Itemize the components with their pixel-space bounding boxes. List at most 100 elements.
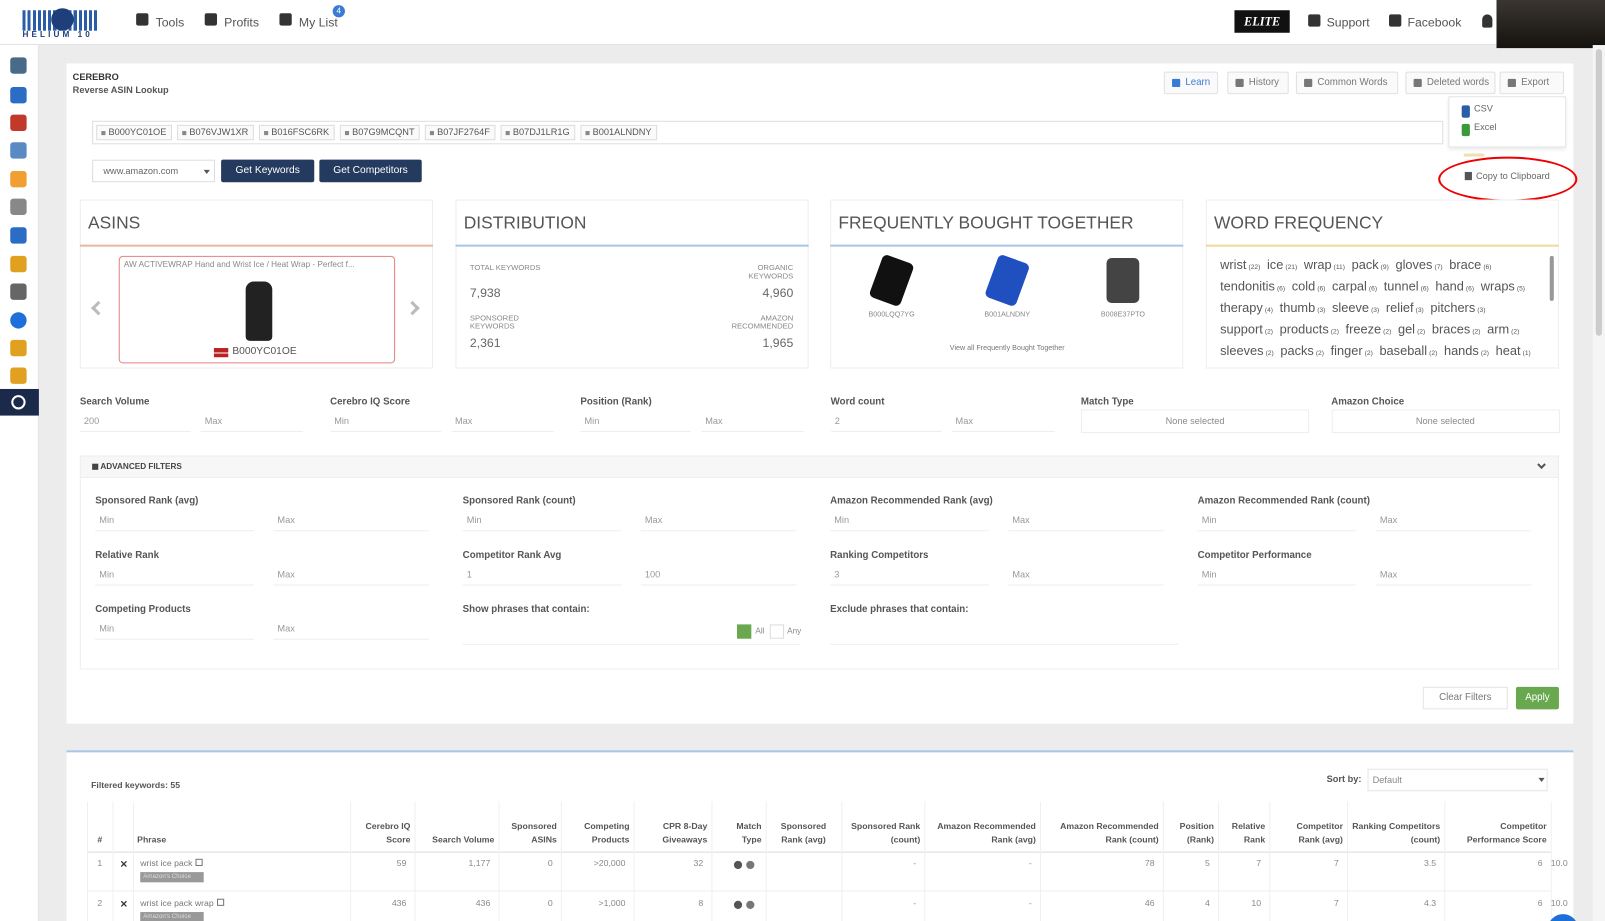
sidebar-icon[interactable] <box>10 227 27 244</box>
filter-input[interactable]: Min <box>462 509 622 532</box>
header-button[interactable]: Export <box>1499 71 1565 95</box>
phrase-input[interactable] <box>830 620 1179 645</box>
sidebar-icon[interactable] <box>10 114 27 132</box>
filter-input[interactable]: Min <box>1197 509 1357 532</box>
menu-item[interactable]: Excel <box>1473 121 1497 133</box>
filter-input[interactable]: 1 <box>462 563 622 586</box>
tag-x[interactable] <box>429 130 435 135</box>
sidebar-icon[interactable] <box>10 170 27 188</box>
sort-select[interactable]: Default <box>1367 768 1548 792</box>
asin-tag[interactable]: B07JF2764F <box>424 124 495 141</box>
apply-button[interactable]: Apply <box>1515 686 1559 710</box>
chat-bubble[interactable] <box>1547 914 1579 921</box>
filter-input[interactable]: Max <box>1008 509 1164 532</box>
filter-input[interactable]: Max <box>1375 563 1532 586</box>
nav-item[interactable]: Profits <box>224 15 259 30</box>
sidebar-icon[interactable] <box>10 283 27 300</box>
filter-select[interactable]: None selected <box>1331 409 1560 433</box>
primary-button[interactable]: Get Competitors <box>319 159 422 183</box>
asin-tag[interactable]: B076VJW1XR <box>177 124 254 141</box>
header-button[interactable]: History <box>1227 71 1289 95</box>
tag-x[interactable] <box>182 130 187 135</box>
nav-item[interactable]: My List <box>298 15 338 30</box>
filter-input[interactable]: Min <box>1197 563 1357 586</box>
sidebar-icon[interactable] <box>10 312 27 329</box>
sidebar-icon[interactable] <box>10 87 27 104</box>
fbt-asin[interactable]: B001ALNDNY <box>984 311 1031 319</box>
asin-tag[interactable]: B016FSC6RK <box>258 124 335 141</box>
sidebar-icon[interactable] <box>10 198 27 215</box>
nav-link[interactable]: Facebook <box>1407 15 1462 30</box>
asin-tag[interactable]: B000YC01OE <box>96 124 172 141</box>
sidebar-icon[interactable] <box>10 255 27 273</box>
option[interactable]: All <box>755 626 765 636</box>
marketplace-select[interactable]: www.amazon.com <box>92 159 215 183</box>
option[interactable]: Any <box>787 626 802 636</box>
sidebar-icon[interactable] <box>10 57 27 74</box>
phrase[interactable]: wrist ice pack <box>140 858 203 868</box>
cell: 78 <box>1144 857 1155 869</box>
asin-tag[interactable]: B07DJ1LR1G <box>500 124 575 141</box>
fbt-asin[interactable]: B008E37PTO <box>1100 311 1145 319</box>
word: thumb (3) <box>1280 301 1326 315</box>
filter-input[interactable]: Max <box>951 409 1054 432</box>
filter-input[interactable]: Max <box>1008 563 1164 586</box>
primary-button[interactable]: Get Keywords <box>221 159 315 183</box>
filter-input[interactable]: Max <box>273 563 429 586</box>
filter-input[interactable]: 2 <box>830 409 942 432</box>
checkbox-checked[interactable] <box>736 624 752 639</box>
filter-input[interactable]: Min <box>330 409 441 432</box>
filter-input[interactable]: Min <box>95 509 254 532</box>
header-button[interactable]: Learn <box>1163 71 1219 95</box>
tag-x[interactable] <box>344 130 350 135</box>
delete-x[interactable] <box>120 860 127 867</box>
header-button[interactable]: Deleted words <box>1405 71 1496 95</box>
nav-item[interactable]: Tools <box>155 15 185 30</box>
filter-input[interactable]: Max <box>273 509 429 532</box>
filter-input[interactable]: Min <box>95 563 254 586</box>
column-header: Amazon Recommended Rank (avg) <box>928 804 1036 847</box>
asin-tag[interactable]: B07G9MCQNT <box>339 124 420 141</box>
fbt-link[interactable]: View all Frequently Bought Together <box>949 344 1065 353</box>
filter-input[interactable]: Max <box>640 509 797 532</box>
tag-x[interactable] <box>101 130 106 135</box>
menu-item[interactable]: CSV <box>1473 103 1493 114</box>
filter-input[interactable]: Max <box>200 409 303 432</box>
filter-input[interactable]: Max <box>701 409 804 432</box>
filter-select[interactable]: None selected <box>1080 409 1310 433</box>
tag-x[interactable] <box>264 130 269 135</box>
phrase[interactable]: wrist ice pack wrap <box>140 898 224 908</box>
filter-input[interactable]: 100 <box>640 563 797 586</box>
clear-button[interactable]: Clear Filters <box>1422 686 1508 710</box>
scroll-thumb[interactable] <box>1595 49 1602 336</box>
column-header: Competing Products <box>565 804 629 847</box>
delete-x[interactable] <box>120 900 127 907</box>
filter-label: Competitor Performance <box>1197 549 1312 561</box>
filter-input[interactable]: 200 <box>79 409 191 432</box>
filter-input[interactable]: Max <box>450 409 554 432</box>
filter-input[interactable]: Min <box>580 409 691 432</box>
checkbox[interactable] <box>769 624 785 639</box>
sidebar-icon[interactable] <box>10 367 27 384</box>
sidebar-icon[interactable] <box>10 142 27 159</box>
logo-text: HELIUM 10 <box>22 29 93 39</box>
nav-link[interactable]: Support <box>1326 15 1370 30</box>
advanced-title[interactable]: ADVANCED FILTERS <box>100 461 182 471</box>
asin-tag[interactable]: B001ALNDNY <box>580 124 657 141</box>
filter-input[interactable]: Min <box>830 509 989 532</box>
phrase-input[interactable] <box>462 620 801 645</box>
filter-input[interactable]: Max <box>1375 509 1532 532</box>
card-title: ASINS <box>88 212 141 233</box>
tag-x[interactable] <box>585 130 590 135</box>
header-button[interactable]: Common Words <box>1295 71 1399 95</box>
fbt-asin[interactable]: B000LQQ7YG <box>868 311 915 319</box>
sidebar-icon[interactable] <box>10 339 27 357</box>
filter-input[interactable]: Min <box>95 617 254 640</box>
tag-x[interactable] <box>505 130 510 135</box>
column-title: Competitor Performance Score <box>1466 820 1547 845</box>
filter-input[interactable]: 3 <box>830 563 989 586</box>
col-separator <box>1218 801 1220 921</box>
filter-input[interactable]: Max <box>273 617 429 640</box>
word-text: cold <box>1291 279 1316 294</box>
